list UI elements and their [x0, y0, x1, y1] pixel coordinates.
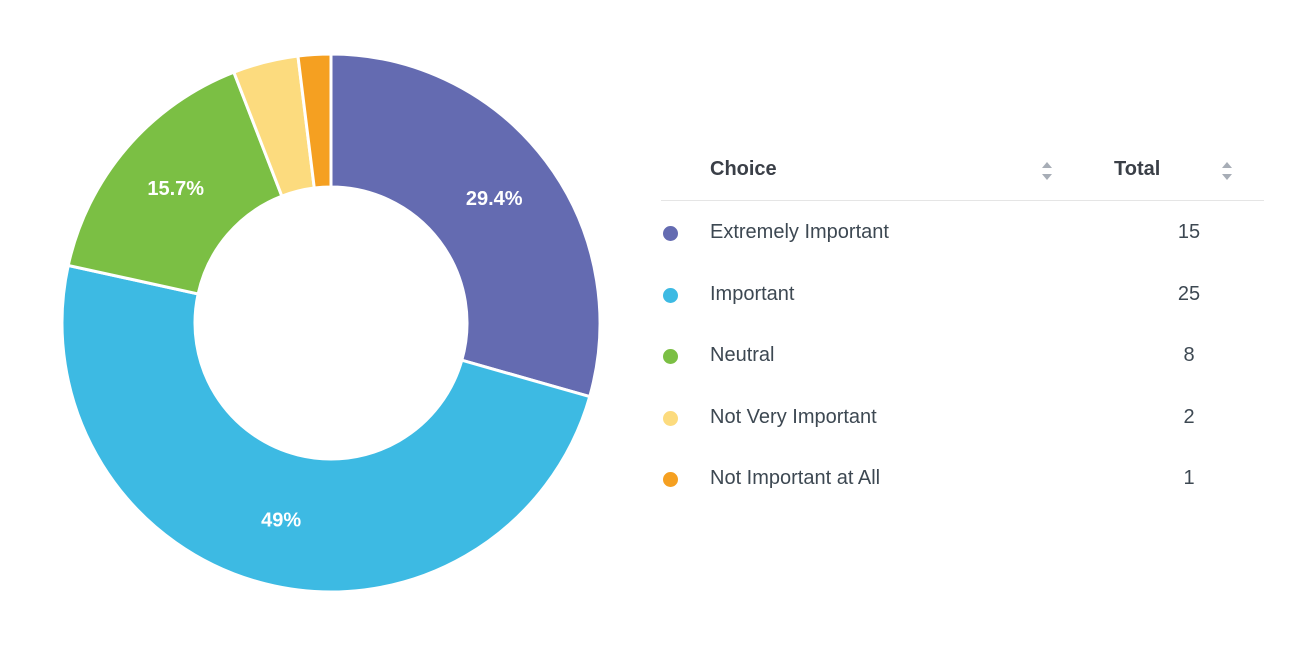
donut-slice-extremely-important[interactable] [329, 52, 602, 399]
sort-total-icon[interactable] [1222, 162, 1232, 180]
legend-dot-icon [663, 349, 678, 364]
row-total: 15 [1177, 221, 1201, 243]
choice-column-header[interactable]: Choice [710, 158, 777, 180]
slice-percent-label: 29.4% [466, 188, 523, 210]
table-row[interactable]: Not Very Important 2 [661, 387, 1264, 449]
table-row[interactable]: Extremely Important 15 [661, 202, 1264, 264]
row-choice: Not Important at All [710, 467, 881, 489]
donut-slice-important[interactable] [60, 263, 592, 594]
row-total: 8 [1183, 344, 1195, 366]
donut-labels: 29.4% 49% 15.7% [147, 178, 522, 531]
donut-slice-not-important-at-all[interactable] [296, 52, 333, 190]
legend-dot-icon [663, 226, 678, 241]
sort-choice-icon[interactable] [1042, 162, 1052, 180]
row-choice: Neutral [710, 344, 775, 366]
row-choice: Important [710, 282, 795, 305]
row-total: 1 [1183, 467, 1195, 489]
table-row[interactable]: Important 25 [661, 264, 1264, 326]
row-choice: Extremely Important [710, 221, 889, 243]
choice-totals-table: Choice Total Extremely Important 15 Impo… [661, 140, 1264, 510]
table-body: Extremely Important 15 Important 25 Neut… [661, 201, 1264, 510]
donut-slice-neutral[interactable] [66, 70, 284, 296]
legend-dot-icon [663, 472, 678, 487]
row-choice: Not Very Important [710, 405, 877, 428]
table-row[interactable]: Not Important at All 1 [661, 448, 1264, 510]
legend-dot-icon [663, 287, 678, 303]
row-total: 25 [1177, 282, 1201, 305]
table-header: Choice Total [661, 140, 1264, 201]
row-total: 2 [1183, 405, 1195, 428]
donut-slices [60, 52, 602, 594]
table-row[interactable]: Neutral 8 [661, 325, 1264, 387]
total-column-header[interactable]: Total [1114, 158, 1161, 180]
legend-dot-icon [663, 410, 678, 426]
slice-percent-label: 49% [261, 510, 301, 532]
slice-percent-label: 15.7% [147, 178, 204, 200]
donut-chart: 29.4% 49% 15.7% [60, 52, 602, 594]
